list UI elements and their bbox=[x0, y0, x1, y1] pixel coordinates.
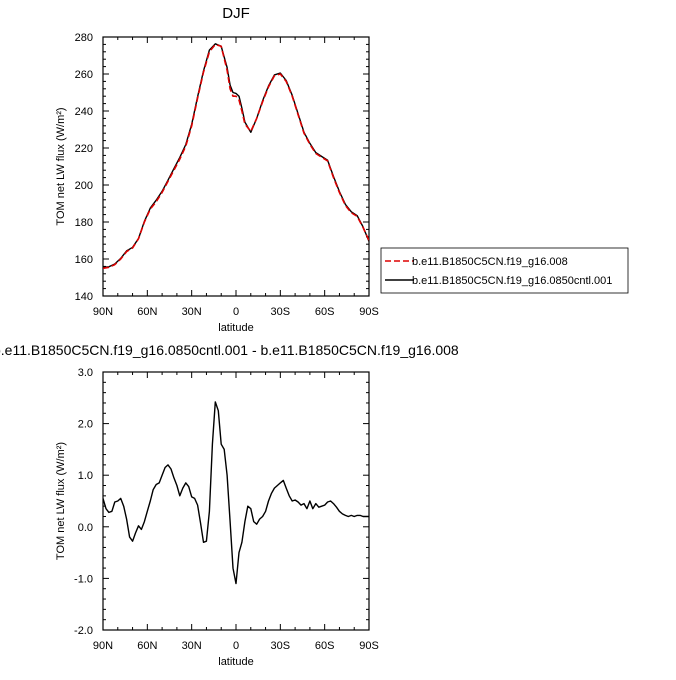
x-tick-label: 90S bbox=[359, 306, 379, 318]
y-tick-label: -1.0 bbox=[74, 573, 93, 585]
y-tick-label: 0.0 bbox=[78, 522, 93, 534]
series-line-2 bbox=[103, 43, 369, 268]
y-tick-label: 2.0 bbox=[78, 419, 93, 431]
x-tick-label: 60N bbox=[137, 306, 157, 318]
y-tick-label: 200 bbox=[75, 180, 93, 192]
legend-label: b.e11.B1850C5CN.f19_g16.008 bbox=[412, 256, 568, 268]
x-tick-label: 60N bbox=[137, 640, 157, 652]
y-tick-label: 280 bbox=[75, 32, 93, 44]
x-tick-label: 90N bbox=[93, 306, 113, 318]
legend: b.e11.B1850C5CN.f19_g16.008 b.e11.B1850C5… bbox=[380, 247, 629, 294]
y-tick-label: 140 bbox=[75, 291, 93, 303]
y-tick-label: 1.0 bbox=[78, 470, 93, 482]
x-axis-label: latitude bbox=[218, 656, 253, 668]
x-tick-label: 60S bbox=[315, 306, 335, 318]
x-tick-label: 90N bbox=[93, 640, 113, 652]
y-tick-label: 240 bbox=[75, 106, 93, 118]
series-line-1 bbox=[103, 43, 369, 270]
series-group bbox=[103, 401, 369, 585]
legend-box bbox=[380, 247, 629, 294]
x-tick-label: 0 bbox=[233, 640, 239, 652]
chart-panel-1: DJF 90N 60N 30N 0 30S 60S 90S 140 160 180 200 220 240… bbox=[55, 5, 629, 334]
y-axis-label: TOM net LW flux (W/m²) bbox=[55, 442, 67, 560]
x-tick-label: 30S bbox=[271, 640, 291, 652]
series-group bbox=[103, 43, 369, 270]
x-tick-label: 90S bbox=[359, 640, 379, 652]
x-tick-label: 30S bbox=[271, 306, 291, 318]
x-tick-label: 0 bbox=[233, 306, 239, 318]
y-tick-label: 220 bbox=[75, 143, 93, 155]
y-tick-label: 180 bbox=[75, 217, 93, 229]
y-tick-label: 260 bbox=[75, 69, 93, 81]
x-tick-label: 30N bbox=[182, 640, 202, 652]
series-line-1 bbox=[103, 401, 369, 585]
chart-title: b.e11.B1850C5CN.f19_g16.0850cntl.001 - b… bbox=[0, 342, 459, 358]
y-tick-label: 3.0 bbox=[78, 367, 93, 379]
y-axis-label: TOM net LW flux (W/m²) bbox=[55, 107, 67, 225]
x-tick-label: 30N bbox=[182, 306, 202, 318]
chart-panel-2: b.e11.B1850C5CN.f19_g16.0850cntl.001 - b… bbox=[0, 342, 459, 668]
chart-title: DJF bbox=[222, 5, 250, 22]
legend-label: b.e11.B1850C5CN.f19_g16.0850cntl.001 bbox=[412, 275, 612, 287]
x-tick-label: 60S bbox=[315, 640, 335, 652]
y-tick-label: -2.0 bbox=[74, 625, 93, 637]
x-axis-label: latitude bbox=[218, 322, 253, 334]
y-tick-label: 160 bbox=[75, 254, 93, 266]
